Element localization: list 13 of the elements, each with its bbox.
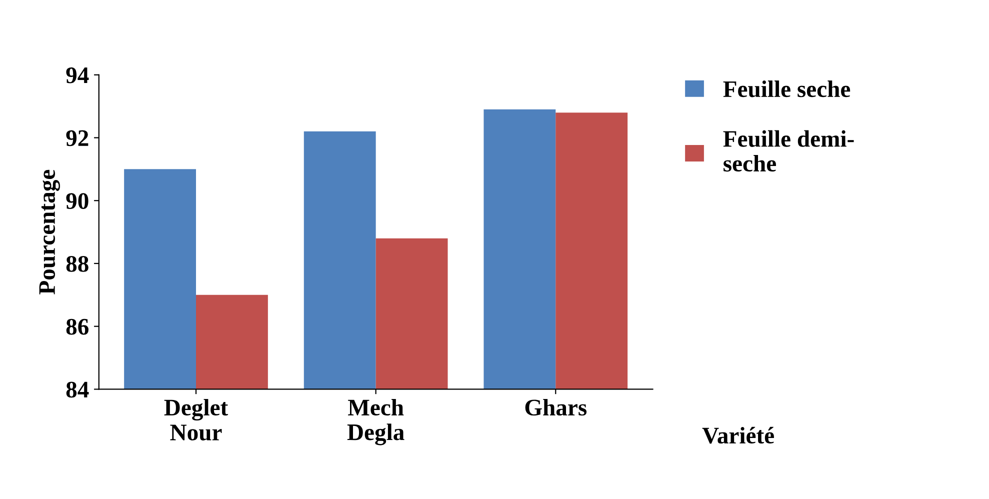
y-tick-label: 90 (66, 193, 88, 210)
legend-label: Feuille seche (723, 80, 850, 98)
y-tick-label: 92 (66, 130, 88, 146)
x-axis-title: Variété (702, 426, 774, 444)
legend-label: Feuille demi- seche (723, 130, 854, 172)
y-axis-title: Pourcentage (39, 170, 60, 294)
y-tick-label: 94 (66, 67, 89, 84)
x-tick-label: Ghars (525, 398, 587, 416)
x-tick-label: Mech Degla (347, 398, 404, 446)
y-tick-label: 84 (66, 382, 89, 398)
y-tick-label: 88 (66, 256, 88, 272)
y-tick-label: 86 (66, 318, 88, 335)
x-tick-label: Deglet Nour (164, 398, 228, 440)
